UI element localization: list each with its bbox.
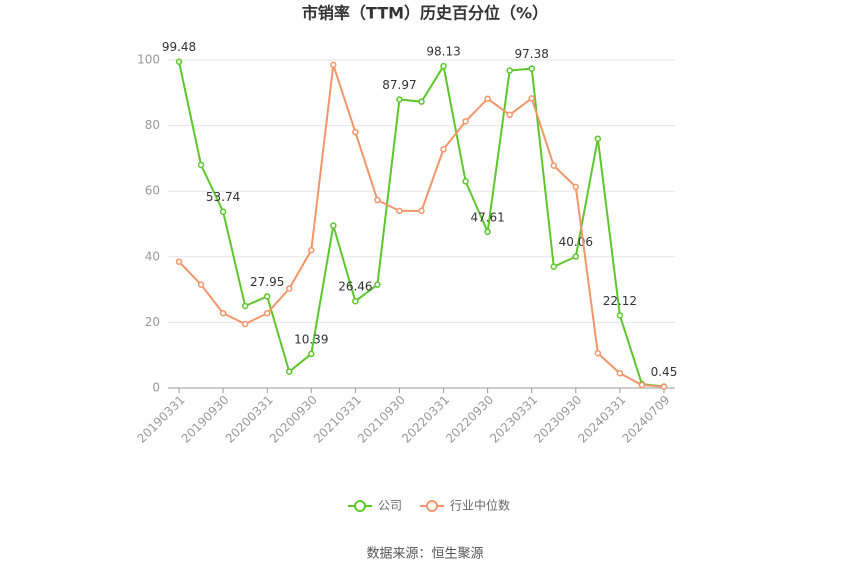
data-label: 0.45 <box>651 365 678 379</box>
point <box>308 350 315 358</box>
point <box>462 118 469 125</box>
chart-title: 市销率（TTM）历史百分位（%） <box>302 4 548 23</box>
legend-label: 行业中位数 <box>450 498 510 513</box>
point <box>440 145 447 153</box>
y-tick-label: 40 <box>145 249 160 263</box>
series-line <box>178 61 665 388</box>
point <box>418 207 425 215</box>
point <box>352 128 359 136</box>
data-label: 10.39 <box>294 332 328 346</box>
x-tick-label: 20240709 <box>619 393 672 446</box>
point <box>396 207 403 215</box>
data-label: 53.74 <box>206 190 240 204</box>
point <box>219 208 227 215</box>
series-line <box>178 64 665 388</box>
point <box>638 381 646 389</box>
point <box>197 281 205 288</box>
point <box>462 178 469 185</box>
point <box>263 309 271 317</box>
y-tick-label: 80 <box>145 118 160 132</box>
data-label: 27.95 <box>250 275 284 289</box>
point <box>241 302 249 310</box>
point <box>330 222 337 229</box>
point <box>572 253 580 260</box>
point <box>418 98 425 105</box>
y-tick-label: 60 <box>145 184 160 198</box>
data-label: 98.13 <box>426 45 460 59</box>
point <box>572 183 580 191</box>
point <box>528 95 535 102</box>
point <box>352 297 359 305</box>
point <box>616 312 624 319</box>
source: 数据来源：恒生聚源 <box>366 547 483 562</box>
data-label: 22.12 <box>603 294 637 308</box>
point <box>374 281 381 288</box>
point <box>285 285 293 292</box>
point <box>175 58 183 65</box>
point <box>285 368 293 375</box>
data-label: 99.48 <box>162 40 196 54</box>
point <box>660 383 668 390</box>
point <box>374 196 381 204</box>
data-label: 26.46 <box>338 280 372 294</box>
point <box>506 67 513 74</box>
point <box>506 111 513 119</box>
legend-marker <box>354 500 366 512</box>
point <box>616 369 624 377</box>
point <box>528 65 535 72</box>
point <box>594 135 602 142</box>
point <box>175 258 183 265</box>
point <box>484 95 491 102</box>
data-label: 40.06 <box>559 235 593 249</box>
legend-marker <box>426 500 438 512</box>
legend-label: 公司 <box>378 499 402 513</box>
data-label: 47.61 <box>470 210 504 224</box>
point <box>197 161 205 169</box>
point <box>219 309 227 317</box>
y-tick-label: 100 <box>137 53 160 67</box>
point <box>308 246 315 254</box>
data-label: 87.97 <box>382 78 416 92</box>
point <box>241 320 249 328</box>
y-tick-label: 0 <box>152 381 160 395</box>
point <box>594 349 602 357</box>
point <box>263 293 271 300</box>
y-tick-label: 20 <box>145 315 160 329</box>
point <box>550 162 558 169</box>
point <box>330 61 337 69</box>
point <box>484 228 491 236</box>
point <box>550 263 558 270</box>
data-label: 97.38 <box>515 47 549 61</box>
point <box>440 62 447 70</box>
point <box>396 96 403 103</box>
